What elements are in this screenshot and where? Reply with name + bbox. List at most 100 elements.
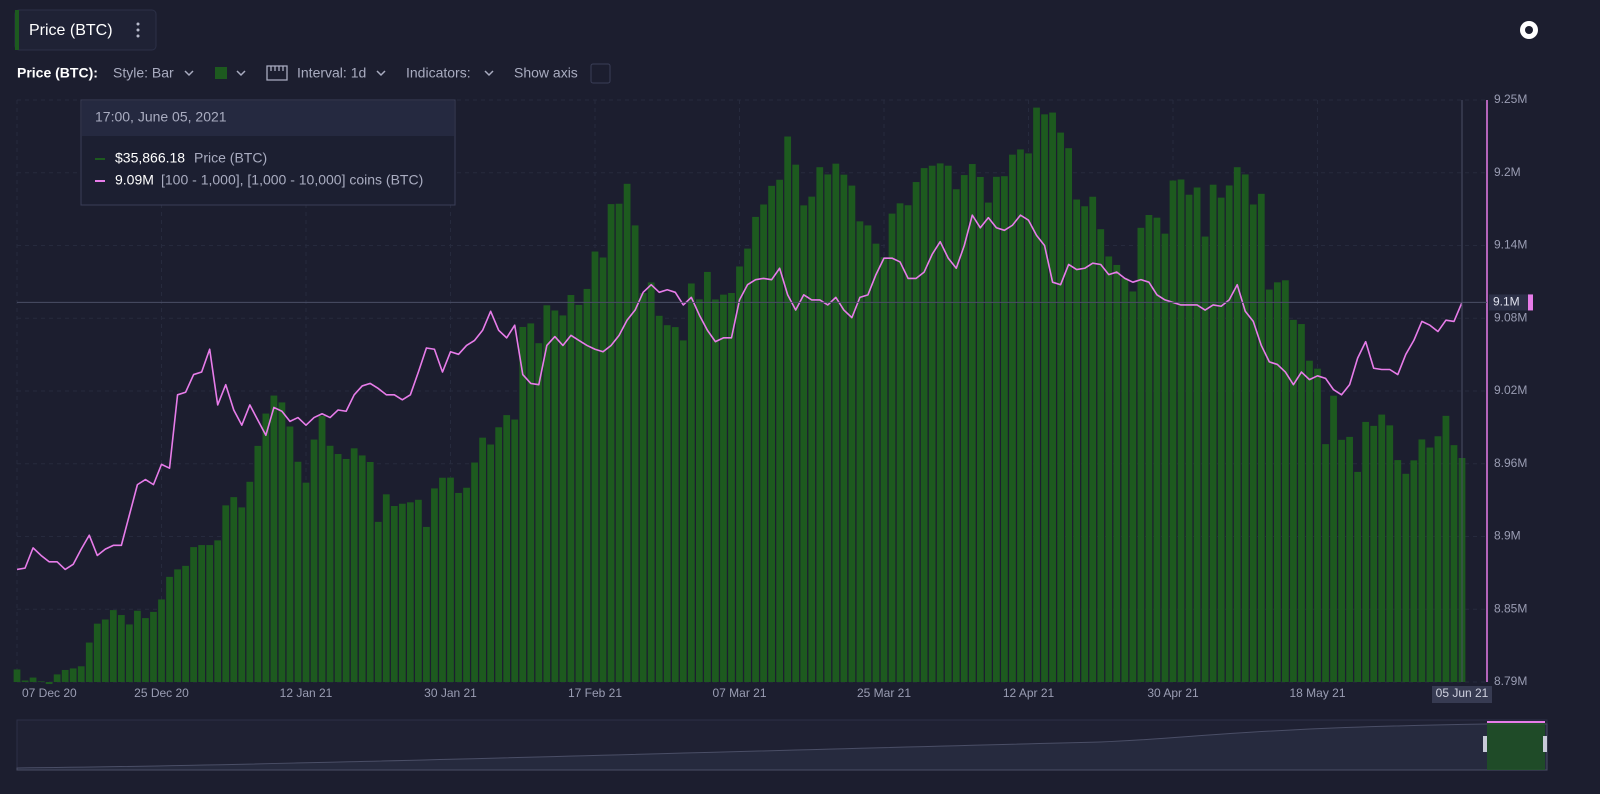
bar: [1290, 319, 1297, 682]
bar: [671, 327, 679, 682]
bar: [487, 444, 495, 682]
bar: [270, 395, 278, 682]
bar: [936, 163, 944, 683]
bar: [326, 445, 334, 682]
bar: [736, 266, 743, 682]
bar: [519, 326, 527, 682]
bar: [704, 271, 711, 682]
bar: [1434, 436, 1442, 682]
navigator-handle[interactable]: [1543, 736, 1547, 752]
style-select[interactable]: Style: Bar: [113, 65, 174, 81]
bar: [511, 419, 519, 682]
bar: [976, 176, 984, 683]
plot: 8.79M 8.85M 8.9M 8.96M 9.02M 9.08M 9.14M 9.2M 9.…: [13, 92, 1533, 703]
crosshair-label-accent: [1528, 294, 1533, 311]
bar: [728, 292, 735, 682]
bar: [896, 203, 904, 682]
bar: [808, 196, 816, 682]
bar: [318, 415, 326, 682]
bar: [431, 488, 438, 682]
x-tick-label: 07 Mar 21: [712, 686, 766, 700]
bar: [1418, 439, 1426, 682]
bar: [1153, 217, 1161, 682]
navigator-handle[interactable]: [1483, 736, 1487, 752]
bar: [214, 540, 222, 682]
bar: [342, 458, 350, 682]
bar: [1041, 114, 1048, 682]
bar: [463, 487, 470, 682]
bar: [238, 507, 246, 682]
y-tick-label: 9.14M: [1494, 238, 1527, 252]
bar: [350, 448, 358, 682]
interval-select[interactable]: Interval: 1d: [297, 65, 366, 81]
navigator-window[interactable]: [1487, 722, 1545, 770]
bar: [824, 174, 832, 683]
bar: [1362, 421, 1370, 682]
bar: [1105, 256, 1113, 682]
bar: [222, 505, 230, 682]
bar: [190, 547, 197, 682]
bar: [447, 477, 454, 682]
bar: [1049, 112, 1056, 683]
bar: [848, 185, 856, 682]
bar: [663, 325, 671, 682]
bar: [920, 168, 928, 682]
bar: [230, 497, 238, 682]
bar: [607, 204, 615, 682]
bar: [591, 251, 599, 682]
bar: [1346, 436, 1353, 682]
x-tick-label: 05 Jun 21: [1436, 686, 1489, 700]
bar: [904, 205, 912, 683]
bar: [872, 243, 880, 682]
bar: [302, 482, 310, 682]
bar: [615, 203, 623, 682]
bar: [1137, 227, 1145, 682]
indicators-select[interactable]: Indicators:: [406, 65, 471, 81]
bar: [294, 461, 302, 682]
bar: [864, 225, 872, 682]
bar: [655, 315, 663, 682]
bar: [543, 305, 551, 682]
bar: [13, 669, 21, 682]
bar: [206, 545, 214, 682]
bar: [77, 666, 85, 682]
bar: [1354, 471, 1362, 682]
chevron: [236, 70, 246, 77]
color-select[interactable]: [215, 67, 227, 79]
bar: [776, 179, 784, 682]
x-tick-label: 30 Jan 21: [424, 686, 477, 700]
bar: [583, 288, 591, 682]
x-tick-label: 07 Dec 20: [22, 686, 77, 700]
bar: [1097, 229, 1105, 682]
navigator-shape: [16, 723, 1548, 771]
bar: [1322, 444, 1329, 682]
menu-icon[interactable]: [136, 22, 140, 38]
bar: [182, 565, 189, 682]
x-crosshair-label-box: [1432, 686, 1492, 703]
bar: [1145, 215, 1153, 682]
show-axis-checkbox[interactable]: [590, 63, 611, 84]
metric-label: Price (BTC):: [17, 65, 98, 81]
tab-title: Price (BTC): [29, 22, 113, 39]
bar: [246, 481, 254, 682]
bar: [1081, 206, 1089, 682]
bar: [37, 681, 45, 682]
bar: [1129, 291, 1137, 682]
bar: [415, 499, 422, 682]
bar: [928, 165, 936, 683]
bar: [479, 437, 486, 682]
settings-icon-hole: [1525, 26, 1533, 34]
y-tick-label: 9.08M: [1494, 310, 1527, 324]
bar: [21, 680, 29, 682]
bar: [1314, 368, 1321, 682]
x-tick-label: 17 Feb 21: [568, 686, 622, 700]
bar: [695, 299, 703, 682]
bar: [1057, 132, 1064, 683]
bar: [768, 185, 775, 682]
bar: [374, 521, 382, 682]
bar: [1442, 415, 1450, 682]
bar: [278, 402, 286, 682]
line: [16, 214, 1463, 571]
tooltip-price: $35,866.18: [115, 150, 185, 166]
